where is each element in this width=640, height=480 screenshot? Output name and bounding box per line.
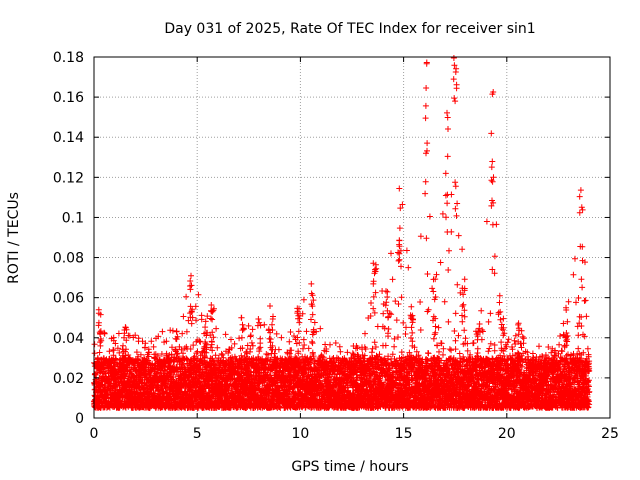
data-points xyxy=(91,55,593,411)
axis-ticks: 0 5 10 15 20 25 0 0.02 0.04 0.06 0.08 0.1 0.12 0.14 0.… xyxy=(53,50,619,442)
x-tick-label: 20 xyxy=(498,426,516,442)
y-axis-label: ROTI / TECUs xyxy=(6,192,22,284)
x-tick-label: 25 xyxy=(601,426,619,442)
y-tick-label: 0.14 xyxy=(53,130,84,146)
y-tick-label: 0.06 xyxy=(53,291,84,307)
x-tick-label: 10 xyxy=(291,426,309,442)
y-tick-label: 0.08 xyxy=(53,251,84,267)
x-tick-label: 5 xyxy=(193,426,202,442)
y-tick-label: 0.12 xyxy=(53,170,84,186)
x-tick-label: 15 xyxy=(395,426,413,442)
y-tick-label: 0.16 xyxy=(53,90,84,106)
x-axis-label: GPS time / hours xyxy=(291,459,408,475)
plot-frame xyxy=(93,56,611,419)
x-tick-label: 0 xyxy=(90,426,99,442)
chart-title: Day 031 of 2025, Rate Of TEC Index for r… xyxy=(164,21,535,37)
y-tick-label: 0.02 xyxy=(53,371,84,387)
roti-plus-markers xyxy=(91,55,593,411)
y-tick-label: 0.04 xyxy=(53,331,84,347)
y-tick-label: 0.18 xyxy=(53,50,84,66)
y-tick-label: 0.1 xyxy=(62,210,84,226)
y-tick-label: 0 xyxy=(75,411,84,427)
